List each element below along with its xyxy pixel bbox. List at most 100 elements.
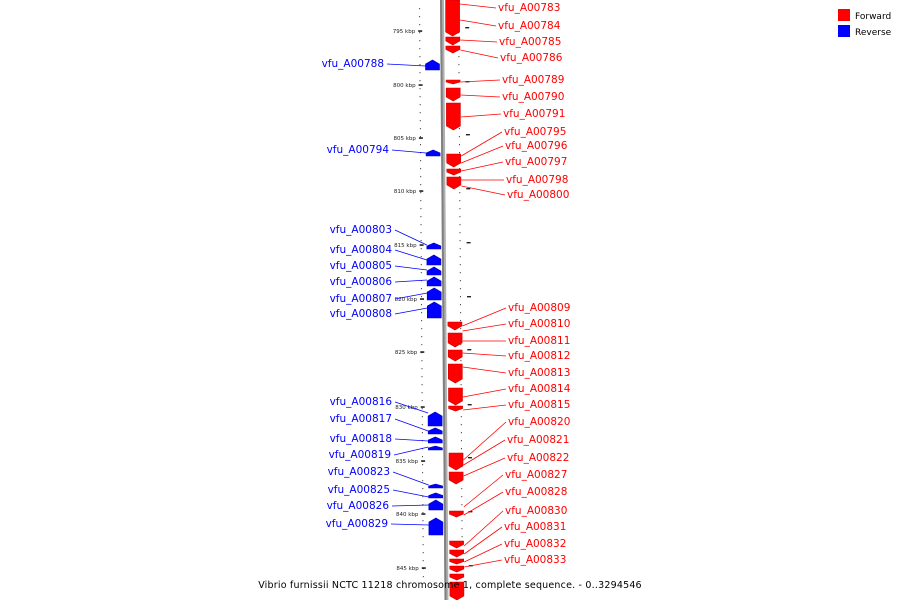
track-dot [459,192,461,194]
reverse-gene-arrow[interactable] [426,287,442,301]
reverse-gene-arrow[interactable] [425,149,441,157]
forward-gene-label[interactable]: vfu_A00811 [508,335,570,347]
reverse-gene-label[interactable]: vfu_A00803 [330,224,392,236]
forward-gene-label[interactable]: vfu_A00785 [499,36,561,48]
reverse-gene-arrow[interactable] [425,59,440,71]
scale-tick-label: 795 kbp [393,29,416,35]
reverse-gene-label[interactable]: vfu_A00829 [326,518,388,530]
forward-gene-label[interactable]: vfu_A00798 [506,174,568,186]
reverse-gene-label[interactable]: vfu_A00804 [330,244,393,256]
scale-ticks: 795 kbp 800 kbp 805 kbp 810 kbp 815 kbp 820 k… [393,29,426,572]
reverse-gene-arrow[interactable] [427,436,443,444]
forward-gene-label[interactable]: vfu_A00800 [507,189,569,201]
track-dot [419,64,421,66]
reverse-gene-label[interactable]: vfu_A00826 [327,500,390,512]
reverse-gene-label[interactable]: vfu_A00818 [330,433,392,445]
reverse-gene-label[interactable]: vfu_A00805 [330,260,392,272]
forward-gene-label[interactable]: vfu_A00827 [505,469,567,481]
forward-leader-line [461,145,504,164]
forward-gene-label[interactable]: vfu_A00832 [504,538,566,550]
forward-gene-arrow[interactable] [448,471,464,485]
reverse-gene-arrow[interactable] [428,499,444,511]
forward-gene-arrow[interactable] [448,387,463,406]
forward-gene-label[interactable]: vfu_A00797 [505,156,567,168]
forward-gene-arrow[interactable] [445,0,460,37]
reverse-gene-arrow[interactable] [428,483,443,489]
reverse-gene-arrow[interactable] [426,242,442,250]
forward-gene-label[interactable]: vfu_A00810 [508,318,570,330]
forward-gene-arrow[interactable] [447,332,463,348]
forward-gene-label[interactable]: vfu_A00833 [504,554,566,566]
track-dot [459,152,460,154]
forward-leader-line [462,307,507,327]
forward-gene-arrow[interactable] [445,45,461,54]
reverse-gene-label[interactable]: vfu_A00816 [330,396,393,408]
forward-gene-arrow[interactable] [445,36,461,46]
reverse-gene-arrow[interactable] [427,427,443,435]
reverse-gene-arrow[interactable] [428,492,444,499]
reverse-gene-label[interactable]: vfu_A00817 [330,413,392,425]
reverse-gene-label[interactable]: vfu_A00807 [330,293,392,305]
forward-gene-label[interactable]: vfu_A00790 [502,91,564,103]
forward-gene-arrow[interactable] [449,565,465,573]
forward-gene-label[interactable]: vfu_A00791 [503,108,565,120]
reverse-gene-arrow[interactable] [426,301,442,319]
reverse-gene-label[interactable]: vfu_A00825 [328,484,390,496]
forward-gene-arrow[interactable] [449,540,464,549]
forward-gene-label[interactable]: vfu_A00812 [508,350,570,362]
reverse-gene-label[interactable]: vfu_A00823 [328,466,390,478]
forward-gene-label[interactable]: vfu_A00783 [498,2,560,14]
reverse-gene-arrow[interactable] [426,266,442,276]
forward-gene-label[interactable]: vfu_A00784 [498,20,561,32]
track-dot [421,360,423,362]
track-dot [422,512,424,514]
forward-gene-label[interactable]: vfu_A00828 [505,486,567,498]
forward-gene-arrow[interactable] [447,363,463,384]
track-dot [419,120,421,122]
reverse-gene-arrow[interactable] [427,411,443,427]
forward-gene-arrow[interactable] [445,79,461,85]
scale-tick-label: 805 kbp [393,136,416,142]
track-dot [421,376,423,378]
forward-gene-arrow[interactable] [449,549,465,558]
reverse-gene-label[interactable]: vfu_A00794 [327,144,390,156]
forward-gene-arrow[interactable] [448,452,464,471]
reverse-gene-arrow[interactable] [426,254,442,266]
track-dot [422,472,424,474]
forward-gene-label[interactable]: vfu_A00830 [505,505,567,517]
forward-gene-arrow[interactable] [449,581,465,600]
reverse-gene-label[interactable]: vfu_A00806 [330,276,393,288]
forward-gene-label[interactable]: vfu_A00831 [504,521,566,533]
forward-gene-arrow[interactable] [446,176,462,190]
forward-gene-arrow[interactable] [449,558,465,565]
track-dot [461,496,463,498]
forward-gene-label[interactable]: vfu_A00796 [505,140,568,152]
track-dot [419,96,421,98]
forward-gene-arrow[interactable] [445,87,461,102]
reverse-gene-arrow[interactable] [428,517,444,536]
forward-gene-label[interactable]: vfu_A00820 [508,416,570,428]
forward-gene-label[interactable]: vfu_A00815 [508,399,570,411]
forward-gene-arrow[interactable] [447,321,463,331]
forward-gene-label[interactable]: vfu_A00814 [508,383,571,395]
forward-gene-label[interactable]: vfu_A00813 [508,367,570,379]
forward-gene-arrow[interactable] [446,153,462,168]
forward-gene-label[interactable]: vfu_A00809 [508,302,570,314]
reverse-gene-label[interactable]: vfu_A00788 [322,58,384,70]
forward-gene-label[interactable]: vfu_A00821 [507,434,569,446]
reverse-gene-arrow[interactable] [426,276,442,287]
forward-gene-arrow[interactable] [447,349,463,362]
reverse-gene-label[interactable]: vfu_A00808 [330,308,392,320]
forward-gene-label[interactable]: vfu_A00789 [502,74,564,86]
reverse-gene-arrow[interactable] [428,445,443,451]
forward-gene-arrow[interactable] [446,102,461,131]
forward-gene-arrow[interactable] [449,573,465,581]
forward-gene-label[interactable]: vfu_A00795 [504,126,566,138]
reverse-gene-label[interactable]: vfu_A00819 [329,449,391,461]
forward-gene-label[interactable]: vfu_A00786 [500,52,563,64]
forward-gene-arrow[interactable] [449,510,464,518]
forward-gene-arrow[interactable] [448,405,463,412]
forward-gene-label[interactable]: vfu_A00822 [507,452,569,464]
forward-gene-arrow[interactable] [446,168,462,176]
track-dot [461,488,463,490]
